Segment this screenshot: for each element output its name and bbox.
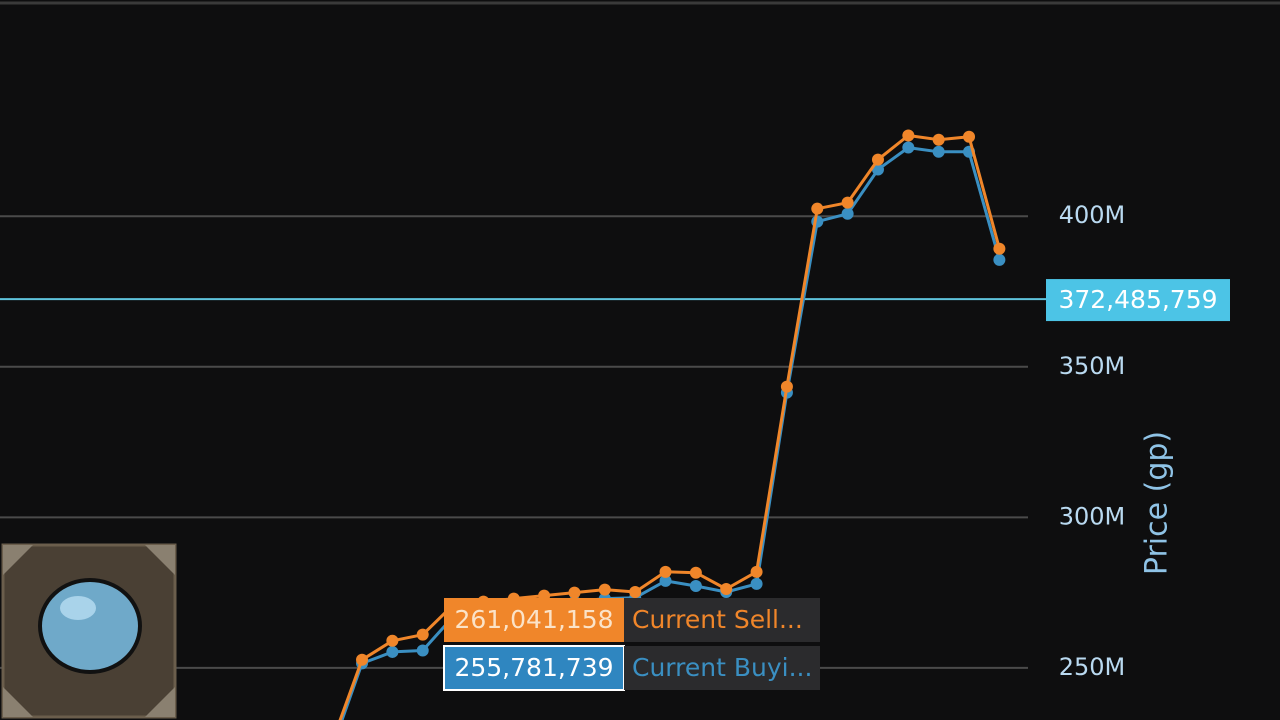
icon-corner: [145, 545, 175, 575]
tooltip-series-name: Current Buyi...: [632, 653, 812, 682]
data-point: [841, 196, 854, 209]
data-point: [902, 129, 915, 142]
tooltip-series-name: Current Sell...: [632, 605, 803, 634]
crosshair-label: 372,485,759: [1058, 285, 1217, 314]
data-point: [689, 579, 702, 592]
data-point: [811, 202, 824, 215]
data-point: [416, 644, 429, 657]
data-point: [841, 207, 854, 220]
data-point: [871, 163, 884, 176]
data-point: [598, 583, 611, 596]
y-axis-title: Price (gp): [1140, 431, 1175, 575]
data-point: [932, 145, 945, 158]
tooltip-name-bg: [624, 646, 820, 690]
data-point: [902, 141, 915, 154]
y-tick-label: 400M: [1059, 201, 1126, 229]
data-point: [568, 586, 581, 599]
data-point: [659, 574, 672, 587]
data-point: [629, 586, 642, 599]
tooltip-value-bg: [444, 598, 624, 642]
icon-orb: [38, 578, 142, 674]
data-point: [659, 565, 672, 578]
icon-corner: [145, 687, 175, 717]
icon-corner: [3, 687, 33, 717]
data-point: [932, 133, 945, 146]
icon-corner: [3, 545, 33, 575]
tooltip-name-bg: [624, 598, 820, 642]
data-point: [720, 583, 733, 596]
tooltip-value-bg: [443, 645, 625, 691]
data-point: [963, 130, 976, 143]
data-point: [386, 634, 399, 647]
tooltip-value: 255,781,739: [454, 653, 613, 682]
data-point: [993, 242, 1006, 255]
data-point: [416, 628, 429, 641]
data-point: [750, 577, 763, 590]
data-point: [871, 153, 884, 166]
y-tick-label: 250M: [1059, 653, 1126, 681]
item-icon: [1, 543, 177, 719]
icon-highlight: [60, 596, 96, 620]
data-point: [356, 653, 369, 666]
plot-layer: 250M 300M 350M 400M 372,485,759 261,041,158 Cu…: [0, 129, 1230, 720]
data-point: [780, 380, 793, 393]
data-point: [386, 645, 399, 658]
crosshair-label-bg: [1046, 279, 1230, 322]
tooltip-value: 261,041,158: [454, 605, 613, 634]
data-point: [689, 566, 702, 579]
data-point: [750, 565, 763, 578]
data-point: [993, 253, 1006, 266]
y-tick-label: 300M: [1059, 502, 1126, 530]
y-tick-label: 350M: [1059, 352, 1126, 380]
